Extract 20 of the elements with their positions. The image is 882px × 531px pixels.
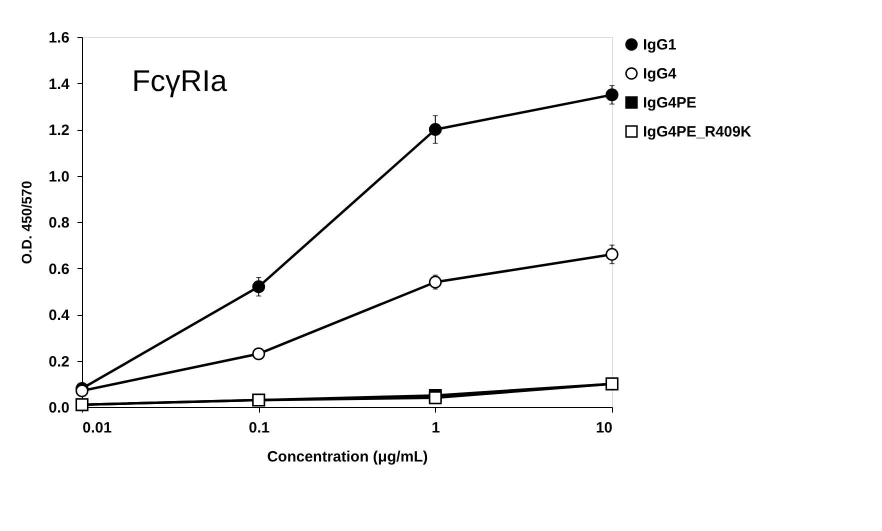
x-tick-label: 0.01 (82, 420, 112, 436)
y-tick-label: 1.2 (48, 122, 70, 139)
y-tick-label: 1.6 (48, 30, 70, 46)
y-axis-title: O.D. 450/570 (18, 180, 35, 264)
y-tick-label: 0.6 (48, 260, 70, 278)
x-tick-label: 1 (432, 420, 440, 436)
legend-label: IgG4PE (643, 94, 696, 112)
legend-label: IgG1 (643, 36, 676, 54)
legend-label: IgG4PE_R409K (643, 124, 752, 140)
legend-label: IgG4 (643, 66, 677, 82)
y-tick-label: 0.4 (48, 307, 70, 324)
x-tick-label: 0.1 (248, 420, 270, 436)
y-tick-label: 0.0 (48, 400, 70, 416)
x-tick-label: 10 (596, 420, 612, 436)
y-tick-label: 1.0 (48, 168, 70, 186)
annotation: FcγRIa (132, 65, 228, 98)
y-tick-label: 0.2 (48, 353, 70, 370)
y-tick-label: 1.4 (48, 76, 70, 93)
y-tick-label: 0.8 (48, 214, 70, 232)
x-axis-title: Concentration (μg/mL) (267, 448, 428, 466)
